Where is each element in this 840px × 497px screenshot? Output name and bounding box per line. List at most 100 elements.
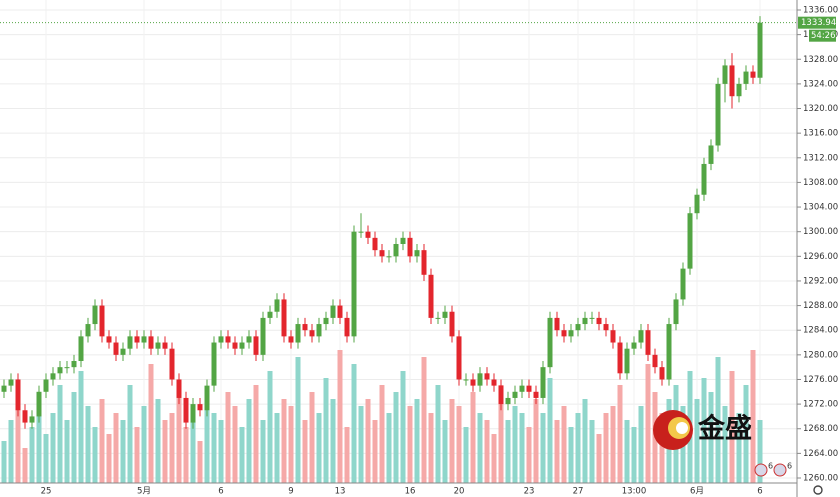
candle-body [316, 324, 322, 337]
y-tick-label: 1308.00 [803, 178, 838, 188]
volume-layer [1, 350, 763, 483]
volume-bar [729, 371, 735, 483]
candle-body [71, 361, 77, 368]
volume-bar [505, 420, 511, 483]
candle-body [491, 379, 497, 386]
candle-body [148, 336, 154, 349]
volume-bar [127, 385, 133, 483]
candle-body [533, 391, 539, 398]
y-tick-label: 1312.00 [803, 153, 838, 163]
volume-bar [379, 385, 385, 483]
x-tick-label: 20 [454, 487, 465, 497]
candle-body [344, 317, 350, 337]
x-tick-label: 5月 [137, 487, 151, 497]
y-tick-label: 1268.00 [803, 424, 838, 434]
countdown-box [809, 29, 836, 42]
candle-body [540, 367, 546, 398]
volume-bar [470, 392, 476, 483]
y-tick-label: 1300.00 [803, 227, 838, 237]
candle-body [239, 342, 245, 349]
volume-bar [71, 392, 77, 483]
candle-body [92, 305, 98, 325]
event-flags: 6 6 [754, 462, 792, 477]
volume-bar [169, 413, 175, 483]
volume-bar [218, 420, 224, 483]
volume-bar [491, 434, 497, 483]
flag-icon[interactable] [773, 463, 787, 477]
candle-body [106, 336, 112, 343]
event-count[interactable]: 6 [768, 462, 773, 471]
candle-body [358, 231, 364, 233]
candle-body [365, 231, 371, 238]
candle-body [400, 237, 406, 244]
watermark-text: 金盛 [697, 413, 752, 445]
flag-icon[interactable] [754, 463, 768, 477]
volume-bar [211, 413, 217, 483]
candle-body [57, 367, 63, 374]
volume-bar [36, 406, 42, 483]
candle-body [141, 336, 147, 343]
volume-bar [148, 364, 154, 483]
volume-bar [477, 413, 483, 483]
candle-body [99, 305, 105, 337]
volume-bar [386, 413, 392, 483]
y-tick-label: 1320.00 [803, 104, 838, 114]
candle-body [568, 330, 574, 337]
candle-body [393, 244, 399, 257]
candle-body [582, 317, 588, 325]
volume-bar [29, 427, 35, 483]
candle-body [15, 379, 21, 411]
settings-button[interactable] [813, 485, 823, 495]
volume-bar [575, 413, 581, 483]
volume-bar [400, 371, 406, 483]
x-tick-label: 6 [218, 487, 223, 497]
candle-body [36, 391, 42, 417]
candle-body [253, 336, 259, 355]
candle-body [8, 379, 14, 386]
volume-bar [99, 399, 105, 483]
volume-bar [246, 399, 252, 483]
candle-body [330, 305, 336, 318]
volume-bar [78, 371, 84, 483]
candle-body [512, 391, 518, 398]
candle-body [309, 330, 315, 337]
volume-bar [323, 378, 329, 483]
candle-body [281, 299, 287, 337]
candle-body [547, 317, 553, 368]
volume-bar [176, 392, 182, 483]
volume-bar [120, 420, 126, 483]
last-price-box [798, 16, 836, 29]
candle-body [505, 397, 511, 405]
volume-bar [365, 399, 371, 483]
candle-body [589, 317, 595, 319]
volume-bar [596, 434, 602, 483]
event-count[interactable]: 6 [787, 462, 792, 471]
volume-bar [260, 420, 266, 483]
volume-bar [288, 406, 294, 483]
y-tick-label: 1324.00 [803, 79, 838, 89]
candle-body [498, 385, 504, 405]
candle-body [323, 317, 329, 325]
y-tick-label: 1288.00 [803, 301, 838, 311]
volume-bar [631, 427, 637, 483]
y-tick-label: 1296.00 [803, 252, 838, 262]
volume-bar [757, 420, 763, 483]
volume-bar [617, 385, 623, 483]
candle-body [197, 404, 203, 411]
candle-body [757, 22, 763, 78]
volume-bar [344, 427, 350, 483]
volume-bar [1, 441, 7, 483]
candle-body [750, 71, 756, 78]
volume-bar [64, 420, 70, 483]
candle-body [246, 336, 252, 343]
volume-bar [330, 399, 336, 483]
candle-body [701, 163, 707, 195]
volume-bar [708, 392, 714, 483]
candle-body [211, 342, 217, 386]
y-tick-label: 1272.00 [803, 400, 838, 410]
candle-body [155, 342, 161, 349]
volume-bar [316, 413, 322, 483]
settings-icon[interactable] [813, 485, 823, 495]
volume-bar [85, 406, 91, 483]
volume-bar [484, 420, 490, 483]
